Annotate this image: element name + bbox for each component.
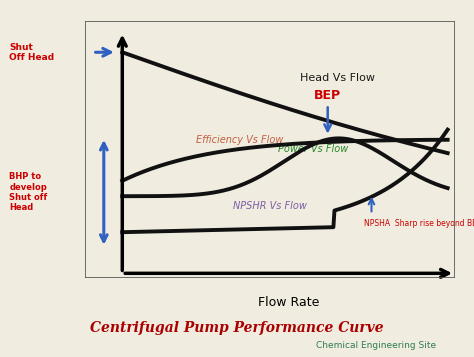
Text: Power Vs Flow: Power Vs Flow — [278, 144, 348, 154]
Text: Shut
Off Head: Shut Off Head — [9, 42, 55, 62]
Text: Flow Rate: Flow Rate — [258, 296, 319, 310]
Text: BHP to
develop
Shut off
Head: BHP to develop Shut off Head — [9, 172, 48, 212]
Text: Efficiency Vs Flow: Efficiency Vs Flow — [196, 135, 283, 145]
Text: Head Vs Flow: Head Vs Flow — [300, 73, 375, 83]
Text: NPSHR Vs Flow: NPSHR Vs Flow — [233, 201, 307, 211]
Text: Centrifugal Pump Performance Curve: Centrifugal Pump Performance Curve — [90, 321, 384, 335]
Text: NPSHA  Sharp rise beyond BEP: NPSHA Sharp rise beyond BEP — [364, 220, 474, 228]
Text: Chemical Engineering Site: Chemical Engineering Site — [316, 341, 436, 350]
Text: BEP: BEP — [314, 89, 341, 102]
